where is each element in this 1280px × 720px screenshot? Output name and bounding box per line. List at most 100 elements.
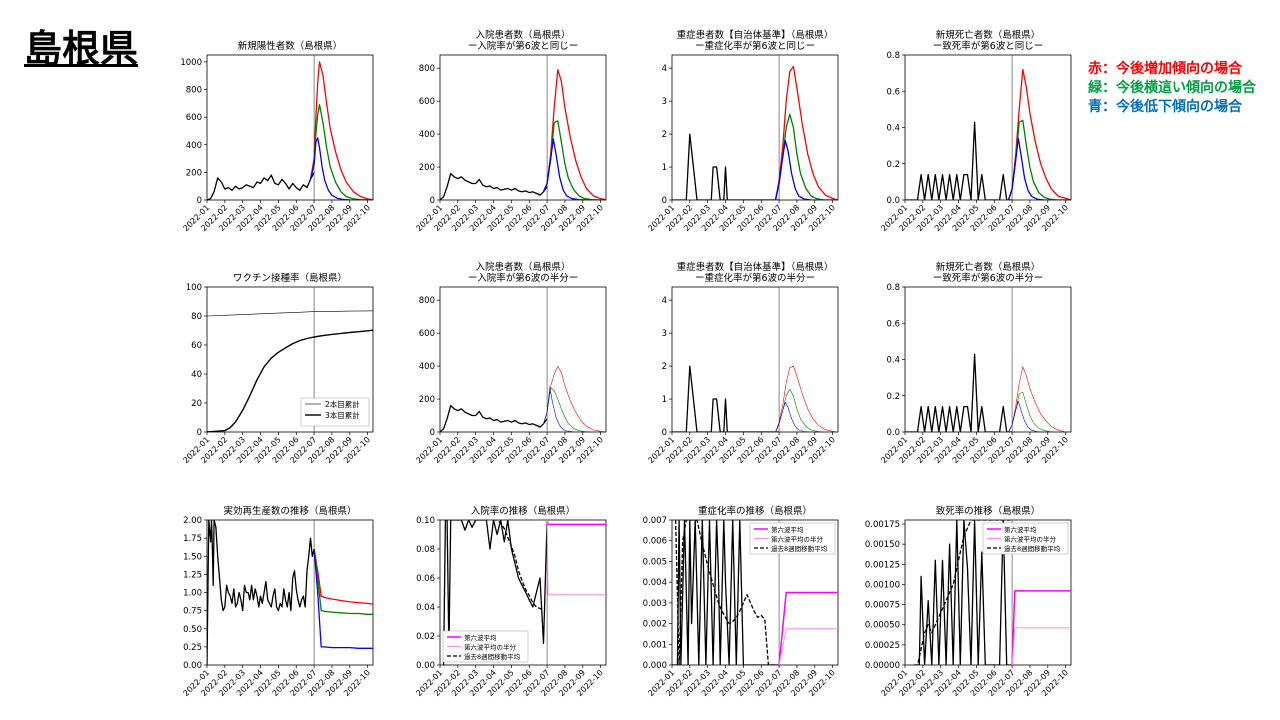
plot-frame bbox=[206, 54, 374, 201]
y-tick-label: 400 bbox=[419, 362, 435, 372]
series-line-1 bbox=[915, 520, 1013, 665]
series-line-3 bbox=[775, 388, 838, 432]
y-tick-label: 1.50 bbox=[183, 552, 202, 562]
y-tick-label: 1 bbox=[662, 163, 667, 173]
series-line-4 bbox=[1011, 627, 1071, 665]
series-line-1 bbox=[672, 520, 780, 665]
legend-label: 第六波平均の半分 bbox=[464, 643, 517, 652]
y-tick-label: 0.6 bbox=[886, 87, 900, 97]
page-title: 島根県 bbox=[24, 27, 139, 71]
series-line-3 bbox=[542, 120, 606, 200]
y-tick-label: 0.00150 bbox=[865, 540, 900, 550]
y-tick-label: 2 bbox=[662, 130, 667, 140]
chart-2: 入院患者数（島根県）ー入院率が第6波と同じー02004006008002022-… bbox=[414, 29, 607, 233]
series-line-1 bbox=[672, 133, 780, 200]
series-line-1 bbox=[440, 404, 548, 432]
y-tick-label: 1.25 bbox=[183, 570, 202, 580]
y-tick-label: 600 bbox=[419, 329, 435, 339]
legend-label: 第六波平均 bbox=[1004, 525, 1037, 534]
chart-11: 重症化率の推移（島根県） 0.000 0.001 0.002 0.003 0.004 0.0… bbox=[643, 505, 839, 698]
series-line-4 bbox=[1007, 137, 1071, 200]
y-tick-label: 0.002 bbox=[643, 620, 667, 630]
y-tick-label: 400 bbox=[186, 141, 202, 151]
y-tick-label: 0 bbox=[197, 428, 202, 438]
y-tick-label: 0.2 bbox=[886, 392, 900, 402]
plot-frame bbox=[439, 54, 607, 201]
chart-title: 致死率の推移（島根県） bbox=[936, 505, 1041, 517]
series-line-2 bbox=[207, 329, 373, 432]
plot-frame bbox=[439, 286, 607, 433]
y-tick-label: 20 bbox=[191, 399, 202, 409]
chart-title: 重症化率の推移（島根県） bbox=[698, 505, 812, 517]
plot-frame bbox=[671, 286, 839, 433]
y-tick-label: 0.8 bbox=[886, 283, 900, 293]
chart-9: 実効再生産数の推移（島根県） 0.00 0.25 0.50 0.75 1.00 1.25 1.… bbox=[181, 505, 374, 698]
y-tick-label: 0.003 bbox=[643, 599, 667, 609]
y-tick-label: 1.75 bbox=[183, 534, 202, 544]
y-tick-label: 0.005 bbox=[643, 557, 667, 567]
y-tick-label: 0.0 bbox=[886, 196, 900, 206]
y-tick-label: 0.00100 bbox=[865, 580, 900, 590]
y-tick-label: 0.00175 bbox=[865, 520, 900, 530]
y-tick-label: 0.25 bbox=[183, 643, 202, 653]
chart-title: 新規陽性者数（島根県） bbox=[238, 40, 343, 52]
plot-frame bbox=[439, 519, 607, 666]
legend-blue: 青：今後低下傾向の場合 bbox=[1088, 99, 1242, 115]
legend-label: 2本目累計 bbox=[325, 399, 360, 409]
y-tick-label: 0.00000 bbox=[865, 661, 900, 671]
y-tick-label: 0.10 bbox=[416, 516, 435, 526]
chart-title: 重症患者数【自治体基準】（島根県） bbox=[677, 261, 834, 273]
chart-title: 入院率の推移（島根県） bbox=[471, 505, 576, 517]
y-tick-label: 0.00 bbox=[183, 661, 202, 671]
chart-title: ー入院率が第6波と同じー bbox=[468, 40, 579, 52]
y-tick-label: 2 bbox=[662, 362, 667, 372]
chart-title: ー致死率が第6波と同じー bbox=[933, 40, 1044, 52]
y-tick-label: 0.4 bbox=[886, 356, 900, 366]
y-tick-label: 0.8 bbox=[886, 51, 900, 61]
chart-title: 新規死亡者数（島根県） bbox=[936, 261, 1041, 273]
y-tick-label: 800 bbox=[419, 296, 435, 306]
series-line-1 bbox=[442, 520, 548, 665]
plot-frame bbox=[671, 54, 839, 201]
series-line-2 bbox=[1008, 366, 1071, 432]
y-tick-label: 0.06 bbox=[416, 574, 435, 584]
y-tick-label: 100 bbox=[186, 283, 202, 293]
chart-10: 入院率の推移（島根県）0.000.020.040.060.080.102022-… bbox=[414, 505, 607, 698]
y-tick-label: 800 bbox=[419, 64, 435, 74]
chart-title: ワクチン接種率（島根県） bbox=[233, 272, 347, 284]
y-tick-label: 0.00025 bbox=[865, 641, 900, 651]
y-tick-label: 0.00075 bbox=[865, 601, 900, 611]
series-line-4 bbox=[542, 138, 606, 200]
y-tick-label: 80 bbox=[191, 312, 202, 322]
y-tick-label: 40 bbox=[191, 370, 202, 380]
legend-label: 第六波平均 bbox=[771, 525, 804, 534]
y-tick-label: 0.001 bbox=[643, 640, 667, 650]
y-tick-label: 0.000 bbox=[643, 661, 667, 671]
series-line-1 bbox=[207, 310, 373, 317]
series-line-3 bbox=[1011, 590, 1071, 665]
chart-title: ー入院率が第6波の半分ー bbox=[468, 272, 579, 284]
series-line-1 bbox=[207, 520, 315, 665]
series-line-2 bbox=[543, 365, 606, 432]
series-line-4 bbox=[775, 401, 838, 432]
chart-6: 入院患者数（島根県）ー入院率が第6波の半分ー02004006008002022-… bbox=[414, 261, 607, 465]
y-tick-label: 4 bbox=[662, 296, 667, 306]
legend-label: 過去8週間移動平均 bbox=[464, 652, 521, 661]
chart-title: 入院患者数（島根県） bbox=[475, 29, 570, 41]
series-line-4 bbox=[546, 520, 606, 596]
chart-5: ワクチン接種率（島根県）0204060801002022-012022-0220… bbox=[181, 272, 374, 465]
y-tick-label: 0.006 bbox=[643, 537, 667, 547]
chart-title: 入院患者数（島根県） bbox=[475, 261, 570, 273]
y-tick-label: 1.00 bbox=[183, 589, 202, 599]
series-line-2 bbox=[913, 520, 1011, 665]
series-line-4 bbox=[1008, 400, 1071, 432]
series-line-4 bbox=[309, 137, 373, 200]
y-tick-label: 2.00 bbox=[183, 516, 202, 526]
chart-3: 重症患者数【自治体基準】（島根県）ー重症化率が第6波と同じー012342022-… bbox=[646, 29, 839, 233]
legend-label: 第六波平均の半分 bbox=[771, 535, 824, 544]
y-tick-label: 200 bbox=[186, 168, 202, 178]
y-tick-label: 0.2 bbox=[886, 160, 900, 170]
chart-4: 新規死亡者数（島根県）ー致死率が第6波と同じー0.00.20.40.60.820… bbox=[879, 29, 1072, 233]
chart-1: 新規陽性者数（島根県）020040060080010002022-012022-… bbox=[180, 40, 374, 233]
chart-title: ー致死率が第6波の半分ー bbox=[933, 272, 1044, 284]
